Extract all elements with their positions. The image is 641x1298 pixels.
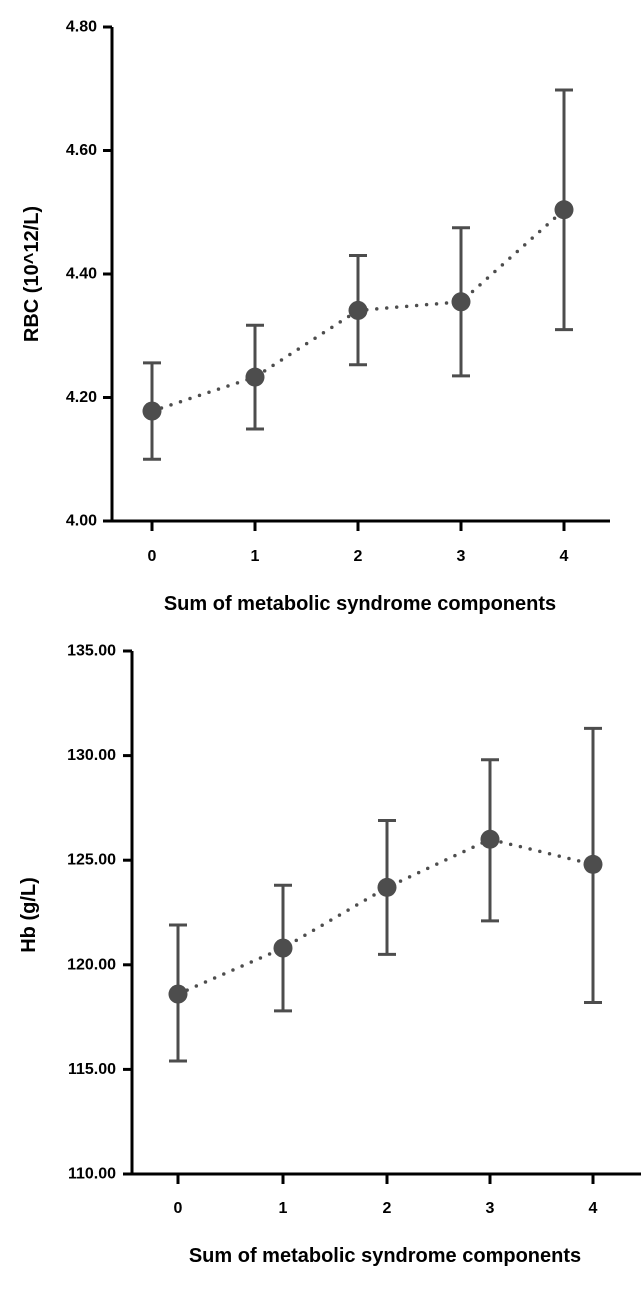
x-tick-label: 1 [251, 548, 260, 565]
y-tick-label: 4.00 [66, 513, 97, 530]
x-tick-label: 1 [279, 1200, 288, 1217]
y-tick-label: 130.00 [67, 747, 116, 764]
x-axis-title: Sum of metabolic syndrome components [164, 593, 556, 615]
y-tick-label: 125.00 [67, 852, 116, 869]
y-tick-label: 4.80 [66, 19, 97, 36]
x-axis-title: Sum of metabolic syndrome components [189, 1245, 581, 1267]
x-tick-label: 0 [174, 1200, 183, 1217]
x-tick-label: 4 [589, 1200, 598, 1217]
y-tick-label: 4.60 [66, 142, 97, 159]
x-tick-label: 0 [148, 548, 157, 565]
data-point [348, 300, 368, 320]
y-tick-label: 110.00 [68, 1166, 116, 1183]
data-point [554, 200, 574, 220]
y-axis-title: RBC (10^12/L) [21, 206, 43, 342]
data-point [583, 854, 603, 874]
data-point [245, 367, 265, 387]
data-point [273, 938, 293, 958]
data-point [451, 292, 471, 312]
chart-rbc: 4.00 4.20 4.40 4.60 4.80 0 1 2 3 4 Sum of metaboli… [21, 19, 610, 615]
y-axis-title: Hb (g/L) [18, 877, 40, 953]
y-tick-label: 4.20 [66, 389, 97, 406]
chart-hb: 110.00 115.00 120.00 125.00 130.00 135.00 0 1 2 3… [18, 643, 641, 1267]
data-point [168, 984, 188, 1004]
y-tick-label: 115.00 [68, 1061, 116, 1078]
data-point [480, 829, 500, 849]
x-tick-label: 2 [383, 1200, 392, 1217]
x-tick-label: 2 [354, 548, 363, 565]
data-point [142, 401, 162, 421]
y-tick-label: 4.40 [66, 266, 97, 283]
x-tick-label: 4 [560, 548, 569, 565]
x-tick-label: 3 [457, 548, 466, 565]
data-point [377, 877, 397, 897]
y-tick-label: 120.00 [67, 956, 116, 973]
y-tick-label: 135.00 [67, 643, 116, 660]
x-tick-label: 3 [486, 1200, 495, 1217]
